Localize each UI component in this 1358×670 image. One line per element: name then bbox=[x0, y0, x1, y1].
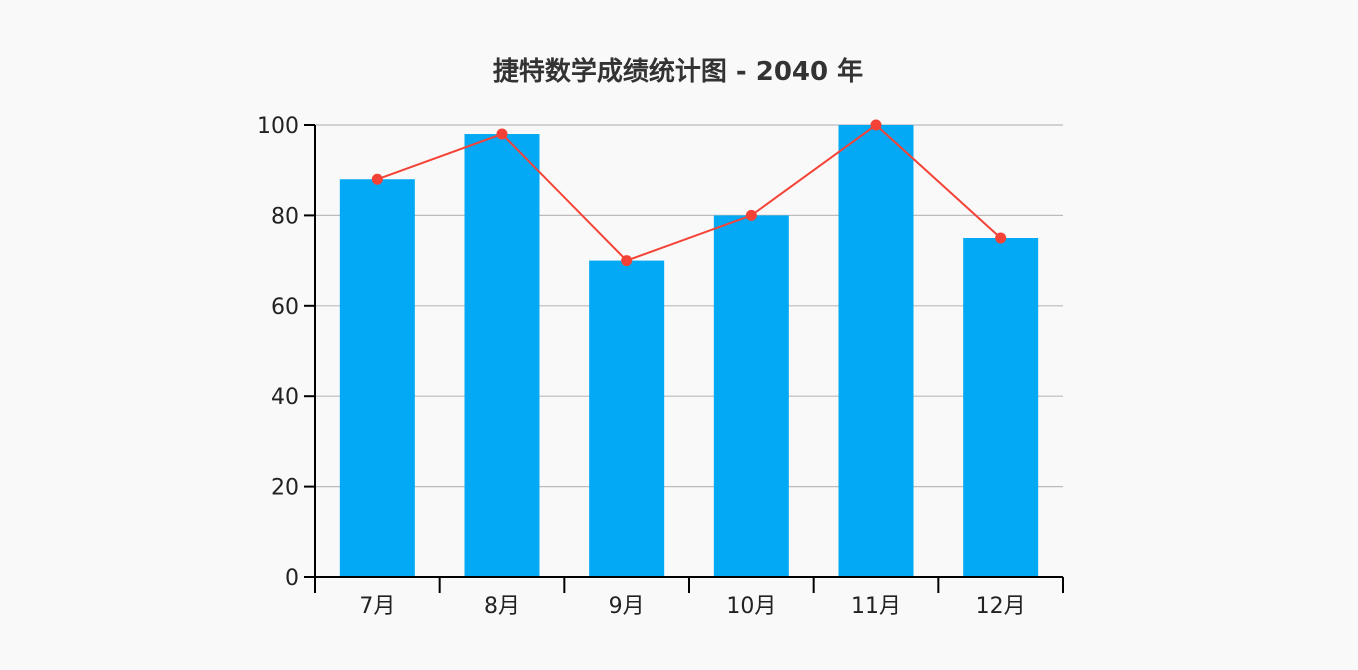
line-point-11月 bbox=[870, 119, 882, 131]
bar-12月 bbox=[963, 238, 1039, 577]
x-tick-label: 7月 bbox=[359, 594, 395, 619]
x-tick-label: 10月 bbox=[726, 594, 776, 619]
line-point-12月 bbox=[995, 232, 1007, 244]
y-tick-label: 100 bbox=[257, 114, 299, 139]
bars bbox=[339, 125, 1039, 578]
line-point-9月 bbox=[621, 255, 633, 267]
bar-8月 bbox=[464, 134, 540, 578]
chart-title: 捷特数学成绩统计图 - 2040 年 bbox=[493, 56, 863, 87]
line-series bbox=[371, 119, 1007, 267]
x-tick-label: 8月 bbox=[484, 594, 520, 619]
line-point-8月 bbox=[496, 128, 508, 140]
y-tick-label: 40 bbox=[271, 385, 299, 410]
x-tick-label: 12月 bbox=[976, 594, 1026, 619]
bar-9月 bbox=[589, 260, 665, 577]
bar-11月 bbox=[838, 125, 914, 577]
y-tick-label: 20 bbox=[271, 476, 299, 501]
line-point-10月 bbox=[745, 209, 757, 221]
axes: 0 20 40 60 80 100 7月 8月 9月 10月 11月 12月 bbox=[257, 114, 1064, 619]
line-path bbox=[376, 123, 1002, 262]
x-tick-label: 11月 bbox=[851, 594, 901, 619]
y-tick-label: 0 bbox=[285, 566, 299, 591]
x-tick-label: 9月 bbox=[609, 594, 645, 619]
bar-10月 bbox=[713, 215, 789, 577]
gridlines bbox=[315, 124, 1063, 488]
bar-7月 bbox=[339, 179, 415, 578]
y-tick-label: 80 bbox=[271, 204, 299, 229]
y-tick-label: 60 bbox=[271, 295, 299, 320]
line-point-7月 bbox=[371, 173, 383, 185]
